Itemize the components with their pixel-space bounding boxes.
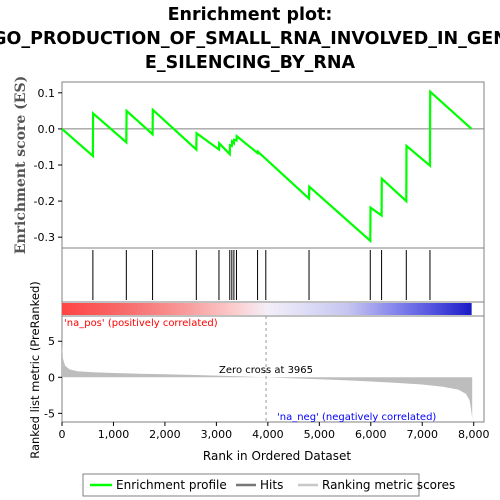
x-tick-label: 4,000: [252, 428, 284, 441]
metric-panel: 5 0 -5 'na_pos' (positively correlated) Ze…: [28, 281, 485, 459]
enrichment-profile-line: [61, 89, 473, 244]
x-tick-label: 5,000: [304, 428, 336, 441]
colorbar-panel: [61, 301, 485, 317]
hits-panel: [61, 247, 485, 303]
x-tick-label: 8,000: [458, 428, 490, 441]
es-y-axis-label: Enrichment score (ES): [13, 76, 29, 254]
legend-enrichment-label: Enrichment profile: [116, 478, 227, 492]
x-axis-ticks: 0 1,000 2,000 3,000 4,000 5,000 6,000 7,000 8,00…: [59, 422, 490, 441]
legend: Enrichment profile Hits Ranking metric s…: [82, 473, 455, 497]
legend-metric-label: Ranking metric scores: [322, 478, 455, 492]
x-axis-label: Rank in Ordered Dataset: [203, 449, 351, 463]
x-tick-label: 2,000: [149, 428, 181, 441]
colorbar-gradient: [62, 303, 472, 315]
zero-cross-label: Zero cross at 3965: [219, 365, 313, 376]
chart-title-line-1: Enrichment plot:: [168, 5, 333, 25]
es-y-tick-label: 0.1: [38, 87, 56, 100]
metric-y-tick-label: 0: [48, 371, 55, 384]
es-panel: 0.1 0.0 -0.1 -0.2 -0.3 Enrichment score (ES): [13, 76, 485, 254]
x-tick-label: 1,000: [98, 428, 130, 441]
es-y-tick-label: -0.1: [34, 159, 55, 172]
metric-y-axis-label: Ranked list metric (PreRanked): [28, 281, 42, 459]
x-tick-label: 6,000: [355, 428, 387, 441]
x-tick-label: 7,000: [406, 428, 438, 441]
es-y-tick-label: 0.0: [38, 123, 56, 136]
metric-panel-frame: [61, 315, 485, 423]
x-tick-label: 0: [59, 428, 66, 441]
hits-panel-frame: [61, 247, 485, 303]
metric-y-tick-label: -5: [44, 407, 55, 420]
ranking-metric-area: [62, 342, 473, 419]
legend-hits-label: Hits: [260, 478, 283, 492]
x-tick-label: 3,000: [201, 428, 233, 441]
pos-correlated-label: 'na_pos' (positively correlated): [64, 318, 218, 329]
metric-y-tick-label: 5: [48, 335, 55, 348]
chart-title-line-3: E_SILENCING_BY_RNA: [145, 53, 356, 73]
es-y-tick-label: -0.2: [34, 195, 55, 208]
neg-correlated-label: 'na_neg' (negatively correlated): [277, 412, 436, 423]
chart-title-line-2: GO_PRODUCTION_OF_SMALL_RNA_INVOLVED_IN_G…: [0, 29, 500, 49]
es-y-tick-label: -0.3: [34, 231, 55, 244]
